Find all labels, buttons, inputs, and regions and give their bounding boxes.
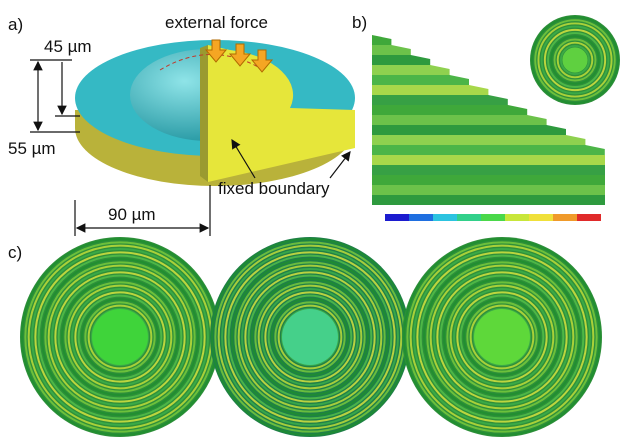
stripe <box>372 185 605 195</box>
colorbar-cell <box>457 214 481 221</box>
center <box>92 309 148 365</box>
center <box>474 309 530 365</box>
colorbar-cell <box>505 214 529 221</box>
force-label: external force <box>165 13 268 32</box>
colorbar-cell <box>409 214 433 221</box>
stripe <box>372 145 605 155</box>
panel-label: a) <box>8 15 23 34</box>
stripe <box>372 155 605 165</box>
colorbar-cell <box>529 214 553 221</box>
panel-label: b) <box>352 13 367 32</box>
center <box>282 309 338 365</box>
colorbar-cell <box>385 214 409 221</box>
stripe <box>372 175 605 185</box>
colorbar-cell <box>481 214 505 221</box>
dim-label: 90 µm <box>108 205 156 224</box>
panel-a: a) external force 45 µm 55 µm 90 µm fixe… <box>8 13 355 236</box>
stripe <box>372 135 605 145</box>
colorbar-cell <box>433 214 457 221</box>
figure: a) external force 45 µm 55 µm 90 µm fixe… <box>0 0 623 441</box>
dim-label: 45 µm <box>44 37 92 56</box>
dim-label: 55 µm <box>8 139 56 158</box>
cut-edge <box>200 45 208 182</box>
colorbar-cell <box>553 214 577 221</box>
panel-label: c) <box>8 243 22 262</box>
colorbar-cell <box>577 214 601 221</box>
stripe <box>372 195 605 205</box>
center <box>562 47 587 72</box>
panel-c: c) <box>8 237 602 437</box>
stripe <box>372 165 605 175</box>
boundary-label: fixed boundary <box>218 179 330 198</box>
panel-b: b) <box>352 13 620 221</box>
